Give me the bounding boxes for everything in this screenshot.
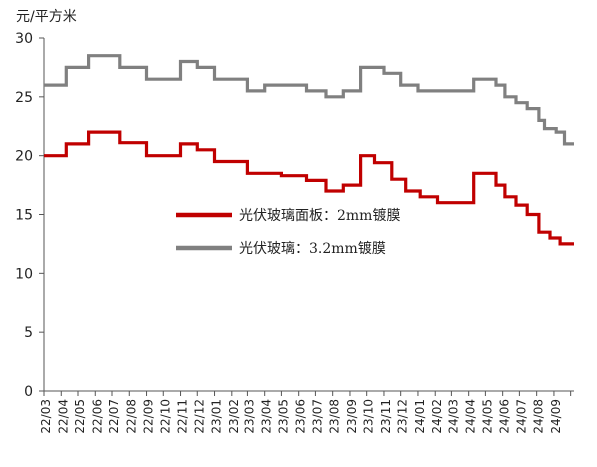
- x-tick-label: 23/05: [276, 399, 290, 434]
- x-tick-label: 22/12: [192, 399, 206, 434]
- y-tick-label: 25: [15, 90, 33, 106]
- y-unit-label: 元/平方米: [16, 9, 77, 25]
- x-tick-label: 23/01: [210, 399, 224, 434]
- x-tick-label: 23/09: [345, 399, 359, 434]
- x-axis: 22/03 22/04 22/05 22/06 22/07 22/08 22/09 22/10…: [39, 390, 574, 434]
- x-tick-label: 22/09: [142, 399, 156, 434]
- legend-label-1: 光伏玻璃面板：2mm镀膜: [239, 207, 400, 224]
- x-tick-label: 22/11: [176, 399, 190, 434]
- x-tick-label: 22/04: [56, 399, 70, 434]
- y-tick-label: 0: [24, 384, 33, 400]
- x-tick-label: 24/07: [514, 399, 528, 434]
- x-tick-label: 22/08: [124, 399, 138, 434]
- x-tick-label: 22/10: [158, 399, 172, 434]
- x-tick-label: 23/07: [310, 399, 324, 434]
- x-tick-label: 24/09: [549, 399, 563, 434]
- x-tick-label: 22/05: [73, 399, 87, 434]
- x-tick-label: 23/06: [294, 399, 308, 434]
- y-tick-label: 20: [15, 149, 33, 165]
- x-tick-label: 23/04: [260, 399, 274, 434]
- y-tick-label: 5: [24, 325, 33, 341]
- x-tick-label: 23/03: [242, 399, 256, 434]
- x-tick-label: 24/06: [498, 399, 512, 434]
- x-tick-label: 24/08: [532, 399, 546, 434]
- series-line-2: [44, 54, 574, 146]
- y-tick-label: 15: [15, 208, 33, 224]
- y-axis: 0 5 10 15 20 25 30: [15, 31, 45, 400]
- x-tick-label: 23/10: [362, 399, 376, 434]
- series-line-1: [44, 130, 574, 246]
- x-tick-label: 22/06: [90, 399, 104, 434]
- x-tick-label: 24/04: [464, 399, 478, 434]
- x-tick-label: 23/12: [396, 399, 410, 434]
- x-tick-label: 24/03: [446, 399, 460, 434]
- y-tick-label: 10: [15, 266, 33, 282]
- x-tick-label: 24/02: [430, 399, 444, 434]
- x-tick-label: 23/02: [227, 399, 241, 434]
- x-tick-label: 24/01: [413, 399, 427, 434]
- x-tick-label: 23/11: [379, 399, 393, 434]
- x-tick-label: 23/08: [328, 399, 342, 434]
- series-group: [44, 54, 574, 246]
- x-tick-label: 24/05: [480, 399, 494, 434]
- legend-label-2: 光伏玻璃：3.2mm镀膜: [239, 240, 386, 257]
- y-tick-label: 30: [15, 31, 33, 47]
- x-tick-label: 22/07: [107, 399, 121, 434]
- x-tick-label: 22/03: [39, 399, 53, 434]
